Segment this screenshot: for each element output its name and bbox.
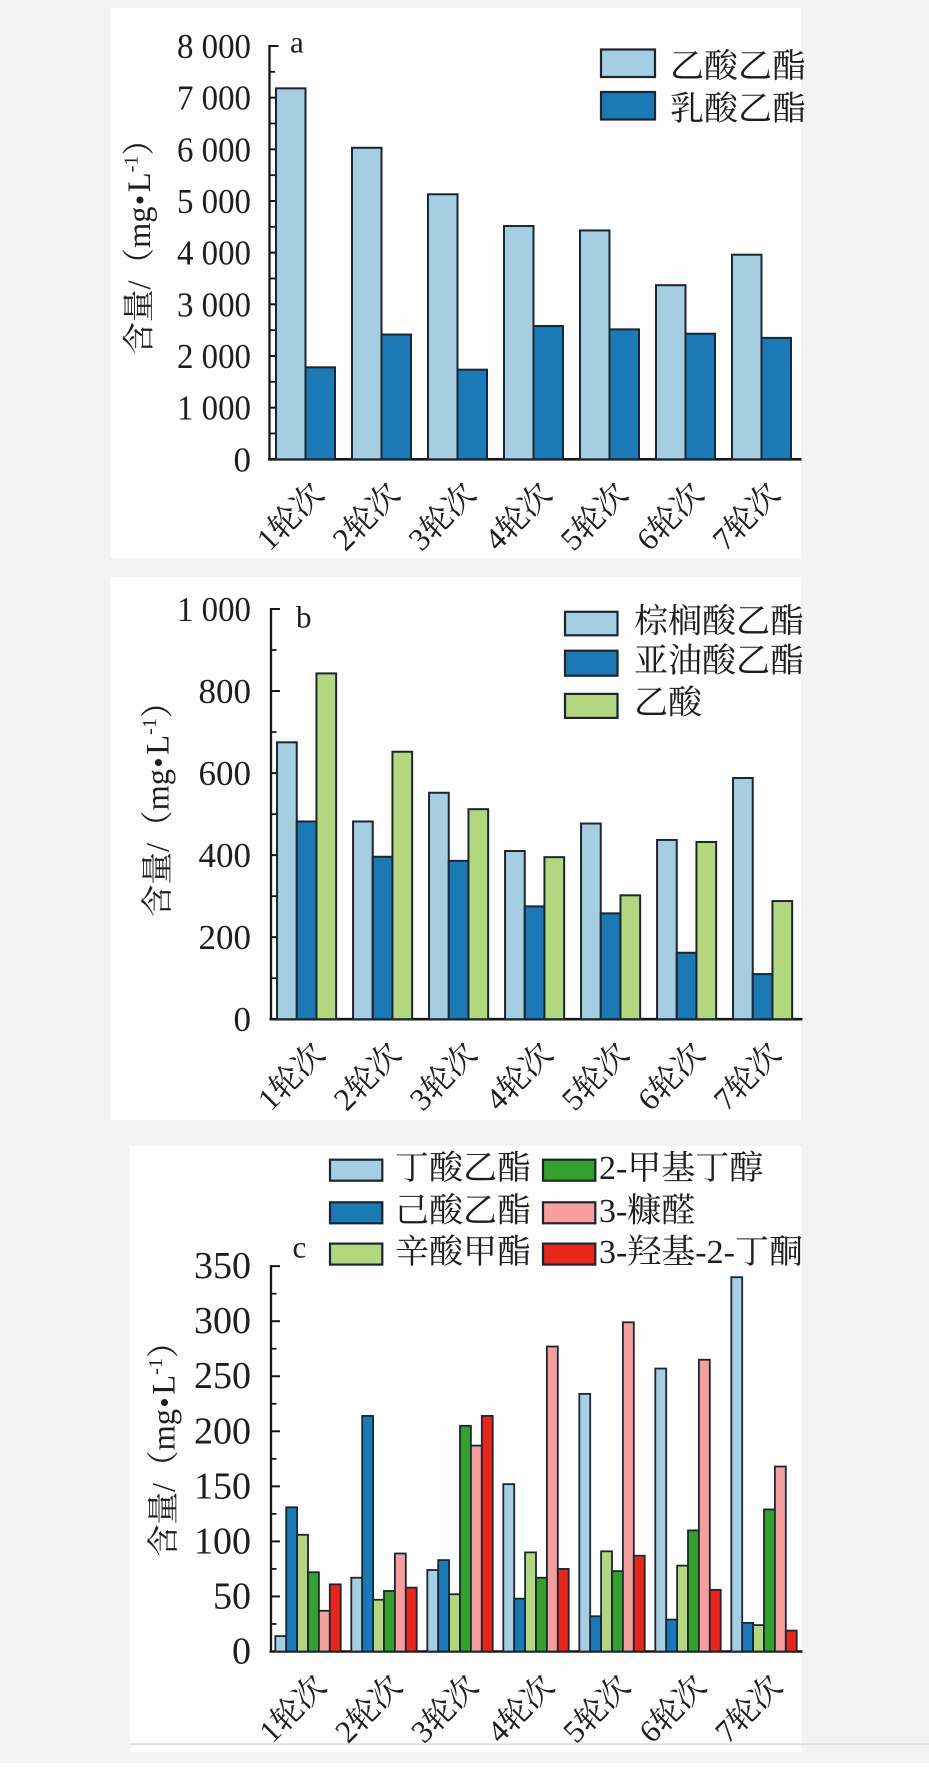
svg-text:200: 200 (194, 1410, 251, 1452)
svg-text:2 000: 2 000 (177, 337, 251, 376)
svg-text:4 000: 4 000 (177, 234, 251, 273)
svg-text:1 000: 1 000 (177, 389, 251, 428)
svg-text:3 000: 3 000 (177, 285, 251, 324)
svg-text:50: 50 (213, 1576, 251, 1618)
svg-text:-1: -1 (145, 1358, 167, 1375)
svg-text:400: 400 (199, 836, 252, 875)
svg-text:7 000: 7 000 (177, 79, 251, 118)
svg-text:-1: -1 (139, 718, 161, 735)
svg-text:b: b (296, 600, 312, 635)
svg-text:3-: 3- (599, 1193, 627, 1230)
svg-text:/: / (147, 1482, 183, 1492)
svg-text:0: 0 (234, 1000, 252, 1039)
svg-text:6 000: 6 000 (177, 130, 251, 169)
svg-text:mg: mg (147, 1409, 183, 1451)
svg-text:a: a (290, 25, 304, 60)
svg-text:-1: -1 (121, 156, 143, 173)
svg-text:-2-: -2- (695, 1234, 735, 1271)
svg-text:1 000: 1 000 (177, 590, 251, 629)
svg-text:L: L (122, 172, 158, 192)
svg-text:800: 800 (199, 672, 252, 711)
svg-text:150: 150 (194, 1465, 251, 1507)
svg-text:/: / (122, 280, 158, 290)
svg-text:200: 200 (199, 918, 252, 957)
svg-text:mg: mg (122, 206, 158, 248)
svg-text:350: 350 (194, 1245, 251, 1287)
svg-text:2-: 2- (599, 1150, 627, 1187)
svg-text:100: 100 (194, 1520, 251, 1562)
svg-text:0: 0 (232, 1631, 251, 1673)
svg-text:600: 600 (199, 754, 252, 793)
svg-text:300: 300 (194, 1300, 251, 1342)
svg-text:250: 250 (194, 1355, 251, 1397)
svg-text:5 000: 5 000 (177, 182, 251, 221)
svg-text:0: 0 (234, 440, 252, 479)
svg-text:L: L (147, 1375, 183, 1395)
svg-text:3-: 3- (599, 1234, 627, 1271)
svg-text:•: • (149, 1397, 182, 1407)
svg-text:•: • (143, 757, 176, 767)
svg-text:•: • (124, 195, 157, 205)
svg-text:8 000: 8 000 (177, 27, 251, 66)
svg-text:c: c (293, 1230, 307, 1265)
svg-text:L: L (141, 735, 177, 755)
svg-text:mg: mg (141, 769, 177, 811)
svg-text:/: / (141, 842, 177, 852)
